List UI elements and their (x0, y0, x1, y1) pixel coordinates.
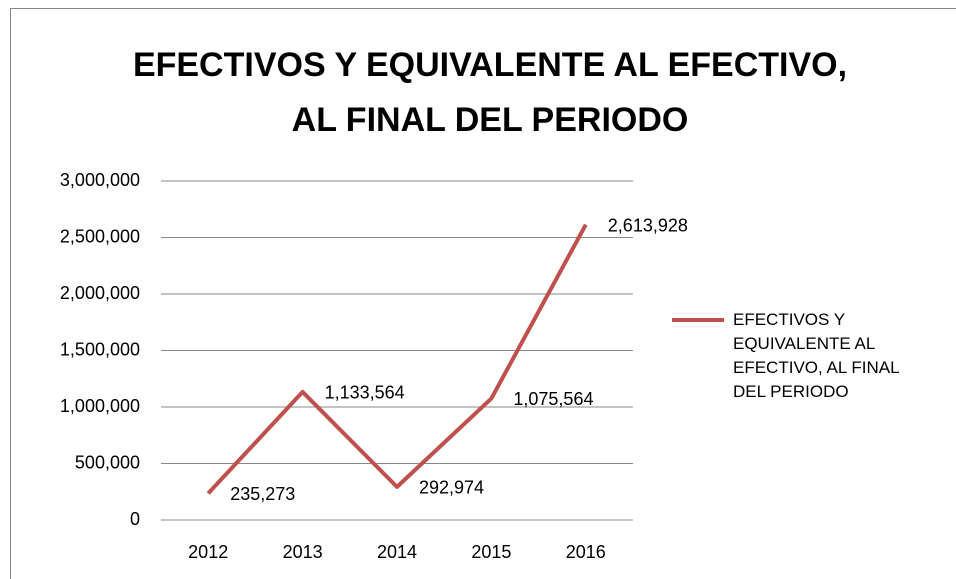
chart-title: EFECTIVOS Y EQUIVALENTE AL EFECTIVO, AL … (132, 46, 848, 139)
x-tick-label: 2015 (471, 542, 511, 562)
chart-border (10, 8, 956, 579)
data-label: 235,273 (230, 484, 295, 504)
data-label: 292,974 (419, 478, 484, 498)
data-label: 1,133,564 (325, 383, 405, 403)
x-tick-label: 2012 (188, 542, 228, 562)
data-label: 2,613,928 (608, 215, 688, 235)
y-tick-label: 2,000,000 (60, 283, 140, 303)
y-tick-label: 500,000 (75, 452, 140, 472)
data-label: 1,075,564 (513, 389, 593, 409)
x-tick-label: 2013 (283, 542, 323, 562)
x-tick-label: 2014 (377, 542, 417, 562)
y-tick-label: 3,000,000 (60, 170, 140, 190)
series-line (206, 223, 588, 495)
x-tick-label: 2016 (566, 542, 606, 562)
y-tick-label: 1,500,000 (60, 339, 140, 359)
y-tick-label: 0 (130, 509, 140, 529)
legend-label: EFECTIVOS Y EQUIVALENTE AL EFECTIVO, AL … (733, 310, 899, 401)
y-tick-label: 2,500,000 (60, 226, 140, 246)
y-tick-label: 1,000,000 (60, 396, 140, 416)
